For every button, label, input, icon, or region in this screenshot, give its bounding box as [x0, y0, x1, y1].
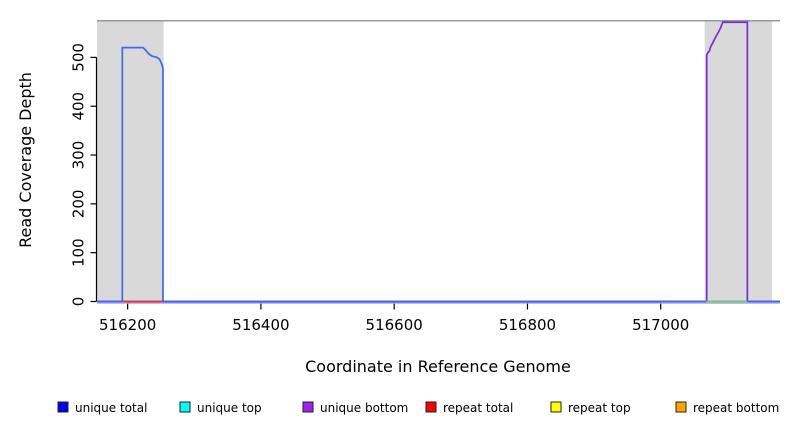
legend-item-unique-total: unique total [57, 401, 147, 415]
x-tick-label: 516400 [232, 316, 289, 334]
y-axis-title: Read Coverage Depth [16, 72, 35, 248]
legend-item-repeat-total: repeat total [425, 401, 513, 415]
y-tick-label: 500 [70, 43, 88, 72]
series-unique-bottom [97, 21, 780, 303]
legend-item-repeat-bottom: repeat bottom [675, 401, 779, 415]
legend-label-unique-top: unique top [197, 401, 262, 415]
x-tick-label: 516800 [499, 316, 556, 334]
legend-item-repeat-top: repeat top [550, 401, 631, 415]
legend-label-unique-total: unique total [75, 401, 147, 415]
y-tick-label: 300 [70, 141, 88, 170]
legend-swatch-unique-top [179, 401, 191, 413]
y-tick-label: 400 [70, 92, 88, 121]
x-axis-title: Coordinate in Reference Genome [305, 357, 571, 376]
legend-swatch-repeat-total [425, 401, 437, 413]
legend-label-unique-bottom: unique bottom [320, 401, 408, 415]
data-series [97, 21, 780, 304]
legend-swatch-unique-bottom [302, 401, 314, 413]
series-unique-total [97, 46, 780, 303]
x-tick-label: 516600 [366, 316, 423, 334]
legend-label-repeat-bottom: repeat bottom [693, 401, 779, 415]
legend-item-unique-top: unique top [179, 401, 262, 415]
legend: unique total unique top unique bottom repea… [57, 401, 779, 415]
legend-swatch-repeat-top [550, 401, 562, 413]
legend-label-repeat-total: repeat total [443, 401, 513, 415]
shaded-region-1 [97, 20, 164, 303]
legend-item-unique-bottom: unique bottom [302, 401, 408, 415]
shaded-repeat-regions [97, 20, 773, 303]
x-tick-label: 517000 [632, 316, 689, 334]
y-tick-label: 100 [70, 238, 88, 267]
y-tick-label: 200 [70, 190, 88, 219]
x-tick-label: 516200 [99, 316, 156, 334]
y-tick-label: 0 [70, 297, 88, 307]
legend-swatch-repeat-bottom [675, 401, 687, 413]
legend-swatch-unique-total [57, 401, 69, 413]
legend-label-repeat-top: repeat top [568, 401, 631, 415]
shaded-region-2 [704, 20, 773, 303]
